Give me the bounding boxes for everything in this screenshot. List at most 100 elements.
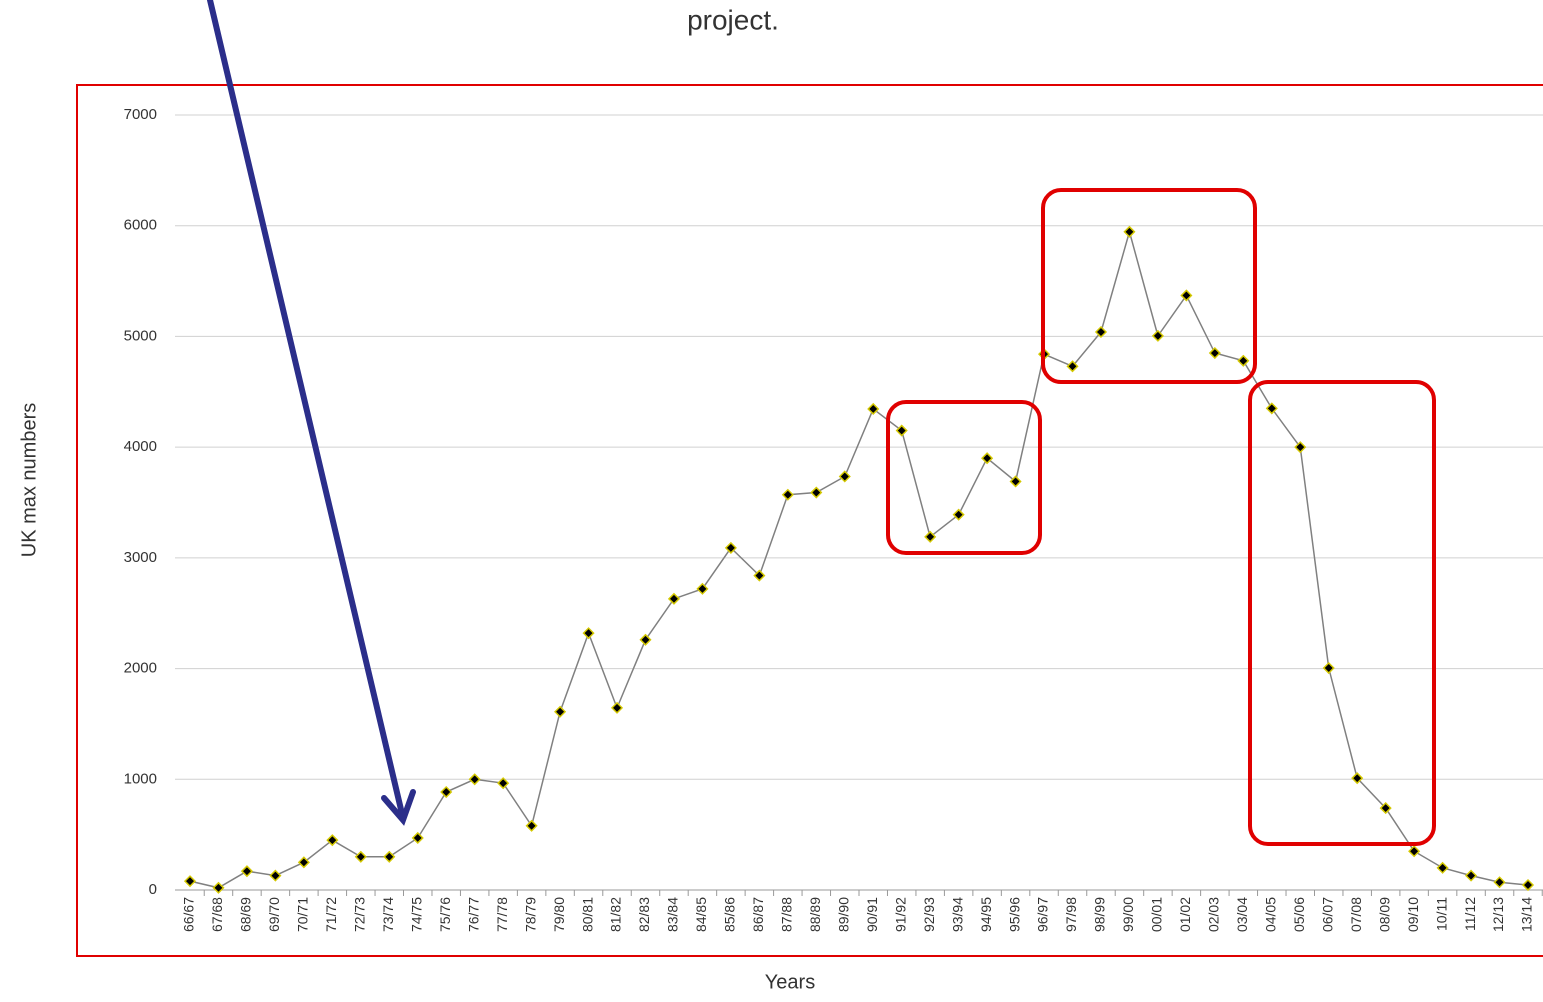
data-point [1379,802,1392,815]
x-tick-label: 88/89 [807,897,823,932]
data-point [981,452,994,465]
y-tick-label: 0 [149,881,157,898]
data-point [468,773,481,786]
data-point [1408,845,1421,858]
x-tick-label: 07/08 [1348,897,1364,932]
x-tick-label: 93/94 [949,897,965,932]
x-tick-label: 92/93 [921,897,937,932]
data-point [1465,869,1478,882]
x-tick-label: 98/99 [1092,897,1108,932]
y-tick-label: 4000 [124,438,157,455]
x-tick-label: 85/86 [722,897,738,932]
x-tick-label: 12/13 [1490,897,1506,932]
data-point [781,488,794,501]
x-tick-label: 00/01 [1149,897,1165,932]
data-point [383,850,396,863]
y-tick-label: 3000 [124,549,157,566]
x-tick-label: 72/73 [352,897,368,932]
x-tick-label: 75/76 [437,897,453,932]
x-tick-label: 74/75 [408,897,424,932]
data-point [440,785,453,799]
data-point [497,777,510,790]
data-line [189,229,1529,889]
x-tick-label: 90/91 [864,897,880,932]
data-point [810,486,823,499]
arrow-shaft [207,0,406,821]
x-tick-label: 83/84 [665,897,681,932]
x-tick-label: 95/96 [1006,897,1022,932]
data-point [1351,772,1364,785]
x-tick-label: 87/88 [779,897,795,932]
data-point [895,424,908,437]
y-tick-label: 1000 [124,770,157,787]
x-tick-label: 67/68 [209,897,225,932]
arrow [207,0,416,826]
x-tick-label: 05/06 [1291,897,1307,932]
x-tick-label: 78/79 [522,897,538,932]
highlight-box [1248,380,1436,846]
highlight-boxes [886,188,1436,846]
x-tick-label: 99/00 [1120,897,1136,932]
data-point [1066,360,1079,373]
annotation: project. [687,4,779,35]
data-point [639,633,652,646]
data-point [952,508,965,521]
plot: 0 1000 2000 3000 4000 5000 6000 7000 66/67 67/68 6… [124,106,1543,932]
data-point [1123,225,1136,238]
x-axis-label: Years [765,971,815,993]
x-tick-label: 06/07 [1319,897,1335,932]
data-point [212,881,225,894]
y-axis-label: UK max numbers [18,403,40,558]
x-tick-label: 77/78 [494,897,510,932]
x-tick-label: 09/10 [1405,897,1421,932]
data-point [411,831,424,845]
x-tick-label: 68/69 [238,897,254,932]
y-tick-label: 2000 [124,660,157,677]
data-point [667,592,681,605]
x-tick-label: 76/77 [465,897,481,932]
data-point [354,850,367,863]
data-point [724,541,737,554]
x-tick-label: 91/92 [892,897,908,932]
data-point [1094,325,1108,339]
highlight-box [886,400,1042,555]
x-tick-label: 82/83 [636,897,652,932]
data-point [1294,441,1307,454]
x-tick-label: 66/67 [181,897,197,932]
x-tick-label: 84/85 [693,897,709,932]
x-tick-label: 11/12 [1462,897,1478,931]
x-tick-label: 70/71 [295,897,311,932]
data-point [1180,289,1193,302]
data-point [183,875,197,888]
highlight-box [1041,188,1257,384]
data-point [753,569,766,582]
y-tick-label: 6000 [124,217,157,234]
arrow-head [381,789,416,826]
data-point [240,865,253,878]
data-point [610,701,624,714]
data-point [1208,346,1221,360]
data-point [1322,661,1335,675]
x-tick-label: 03/04 [1234,897,1250,932]
data-point [582,627,595,640]
x-tick-label: 01/02 [1177,897,1193,932]
x-tick-label: 86/87 [750,897,766,932]
x-tick-label: 08/09 [1376,897,1392,932]
x-tick-label: 69/70 [266,897,282,932]
data-point [838,470,851,483]
x-tick-label: 97/98 [1063,897,1079,932]
data-point [326,834,339,847]
x-tick-label: 73/74 [380,897,396,932]
data-point [525,819,538,832]
y-tick-label: 5000 [124,327,157,344]
x-tick-label: 80/81 [579,897,595,932]
x-tick-label: 71/72 [323,897,339,932]
x-tick-label: 13/14 [1519,897,1535,932]
data-point [696,582,709,595]
x-tick-label: 81/82 [608,897,624,932]
x-tick-label: 94/95 [978,897,994,932]
data-point [1493,876,1506,889]
y-tick-label: 7000 [124,106,157,123]
